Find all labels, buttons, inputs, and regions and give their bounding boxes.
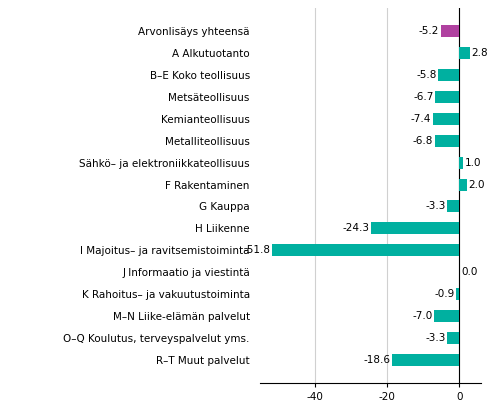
Bar	[272, 244, 460, 256]
Bar	[435, 91, 460, 103]
Text: 2.8: 2.8	[471, 48, 488, 58]
Bar	[435, 135, 460, 147]
Text: -7.0: -7.0	[412, 311, 433, 321]
Bar	[392, 354, 460, 366]
Text: -18.6: -18.6	[364, 355, 391, 365]
Text: 0.0: 0.0	[461, 267, 477, 277]
Text: -51.8: -51.8	[244, 245, 271, 255]
Text: -5.2: -5.2	[419, 26, 439, 36]
Text: -24.3: -24.3	[343, 223, 370, 233]
Bar	[433, 113, 460, 125]
Text: -3.3: -3.3	[426, 201, 446, 211]
Bar	[460, 47, 469, 59]
Text: 1.0: 1.0	[464, 158, 481, 168]
Bar	[434, 310, 460, 322]
Bar	[460, 178, 466, 191]
Text: -5.8: -5.8	[417, 70, 437, 80]
Bar	[371, 222, 460, 234]
Text: -0.9: -0.9	[435, 289, 455, 299]
Text: -6.7: -6.7	[413, 92, 434, 102]
Text: -7.4: -7.4	[411, 114, 431, 124]
Bar	[456, 288, 460, 300]
Bar	[440, 25, 460, 37]
Bar	[460, 157, 463, 169]
Bar	[447, 201, 460, 213]
Text: -6.8: -6.8	[413, 136, 434, 146]
Bar	[447, 332, 460, 344]
Text: 2.0: 2.0	[468, 180, 485, 190]
Bar	[438, 69, 460, 81]
Text: -3.3: -3.3	[426, 333, 446, 343]
